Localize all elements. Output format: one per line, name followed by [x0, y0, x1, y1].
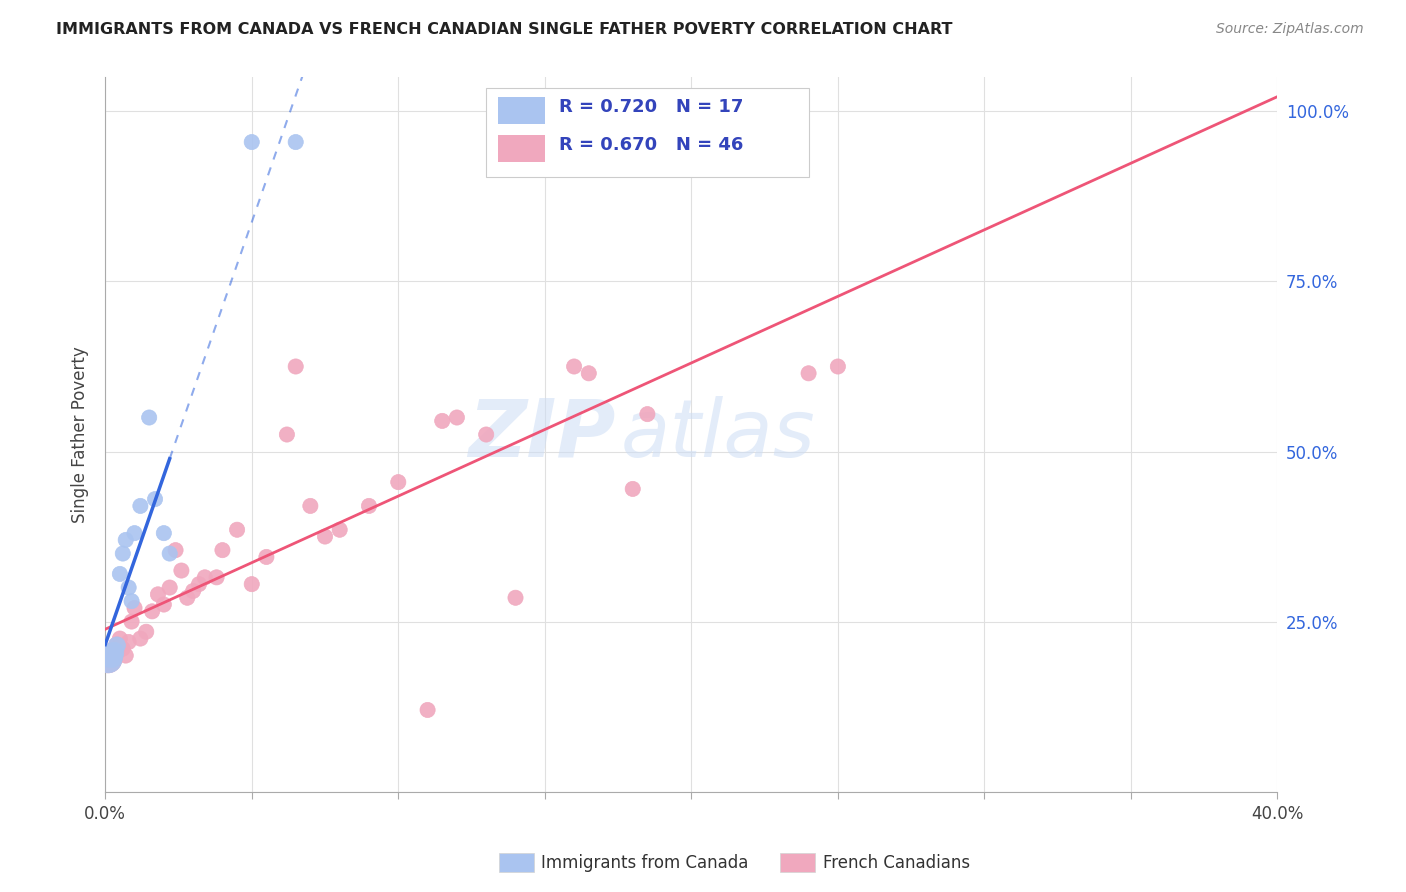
Point	[114, 648, 136, 663]
Point	[135, 624, 157, 639]
Point	[108, 632, 131, 646]
Point	[211, 543, 233, 558]
Text: Immigrants from Canada: Immigrants from Canada	[541, 854, 748, 871]
Point	[111, 641, 134, 656]
Point	[105, 638, 128, 652]
Point	[103, 645, 125, 659]
Point	[240, 577, 263, 591]
Point	[329, 523, 352, 537]
Point	[194, 570, 217, 584]
FancyBboxPatch shape	[498, 135, 544, 161]
Point	[141, 604, 163, 618]
Point	[159, 547, 181, 561]
Point	[314, 529, 336, 543]
Point	[446, 410, 468, 425]
Point	[357, 499, 380, 513]
Point	[254, 549, 277, 564]
Point	[114, 533, 136, 547]
Point	[165, 543, 187, 558]
Text: R = 0.670   N = 46: R = 0.670 N = 46	[558, 136, 744, 154]
Point	[146, 587, 169, 601]
Point	[387, 475, 409, 489]
Point	[100, 648, 122, 663]
Point	[432, 414, 454, 428]
Point	[505, 591, 527, 605]
Point	[118, 635, 141, 649]
Point	[240, 135, 263, 149]
Point	[284, 135, 307, 149]
Point	[205, 570, 228, 584]
Y-axis label: Single Father Poverty: Single Father Poverty	[72, 346, 89, 523]
Text: R = 0.720   N = 17: R = 0.720 N = 17	[558, 98, 744, 117]
Point	[578, 367, 600, 381]
Point	[636, 407, 658, 421]
Point	[226, 523, 249, 537]
Point	[621, 482, 644, 496]
Point	[105, 638, 128, 652]
Point	[299, 499, 322, 513]
Point	[475, 427, 498, 442]
Point	[276, 427, 298, 442]
FancyBboxPatch shape	[486, 88, 808, 178]
Point	[181, 583, 204, 598]
Text: atlas: atlas	[621, 395, 815, 474]
Point	[562, 359, 585, 374]
Point	[797, 367, 820, 381]
Point	[176, 591, 198, 605]
Point	[97, 652, 120, 666]
Point	[121, 594, 143, 608]
Point	[284, 359, 307, 374]
Point	[129, 499, 152, 513]
Point	[111, 547, 134, 561]
Point	[738, 101, 761, 115]
Point	[118, 581, 141, 595]
Point	[108, 566, 131, 581]
Point	[103, 645, 125, 659]
Point	[143, 492, 166, 507]
Point	[97, 652, 120, 666]
Point	[124, 601, 146, 615]
FancyBboxPatch shape	[498, 96, 544, 124]
Point	[138, 410, 160, 425]
Point	[159, 581, 181, 595]
Point	[153, 526, 176, 541]
Point	[121, 615, 143, 629]
Point	[170, 564, 193, 578]
Text: ZIP: ZIP	[468, 395, 616, 474]
Text: IMMIGRANTS FROM CANADA VS FRENCH CANADIAN SINGLE FATHER POVERTY CORRELATION CHAR: IMMIGRANTS FROM CANADA VS FRENCH CANADIA…	[56, 22, 953, 37]
Point	[129, 632, 152, 646]
Point	[416, 703, 439, 717]
Point	[153, 598, 176, 612]
Point	[827, 359, 849, 374]
Text: Source: ZipAtlas.com: Source: ZipAtlas.com	[1216, 22, 1364, 37]
Point	[124, 526, 146, 541]
Point	[100, 648, 122, 663]
Text: French Canadians: French Canadians	[823, 854, 970, 871]
Point	[188, 577, 211, 591]
